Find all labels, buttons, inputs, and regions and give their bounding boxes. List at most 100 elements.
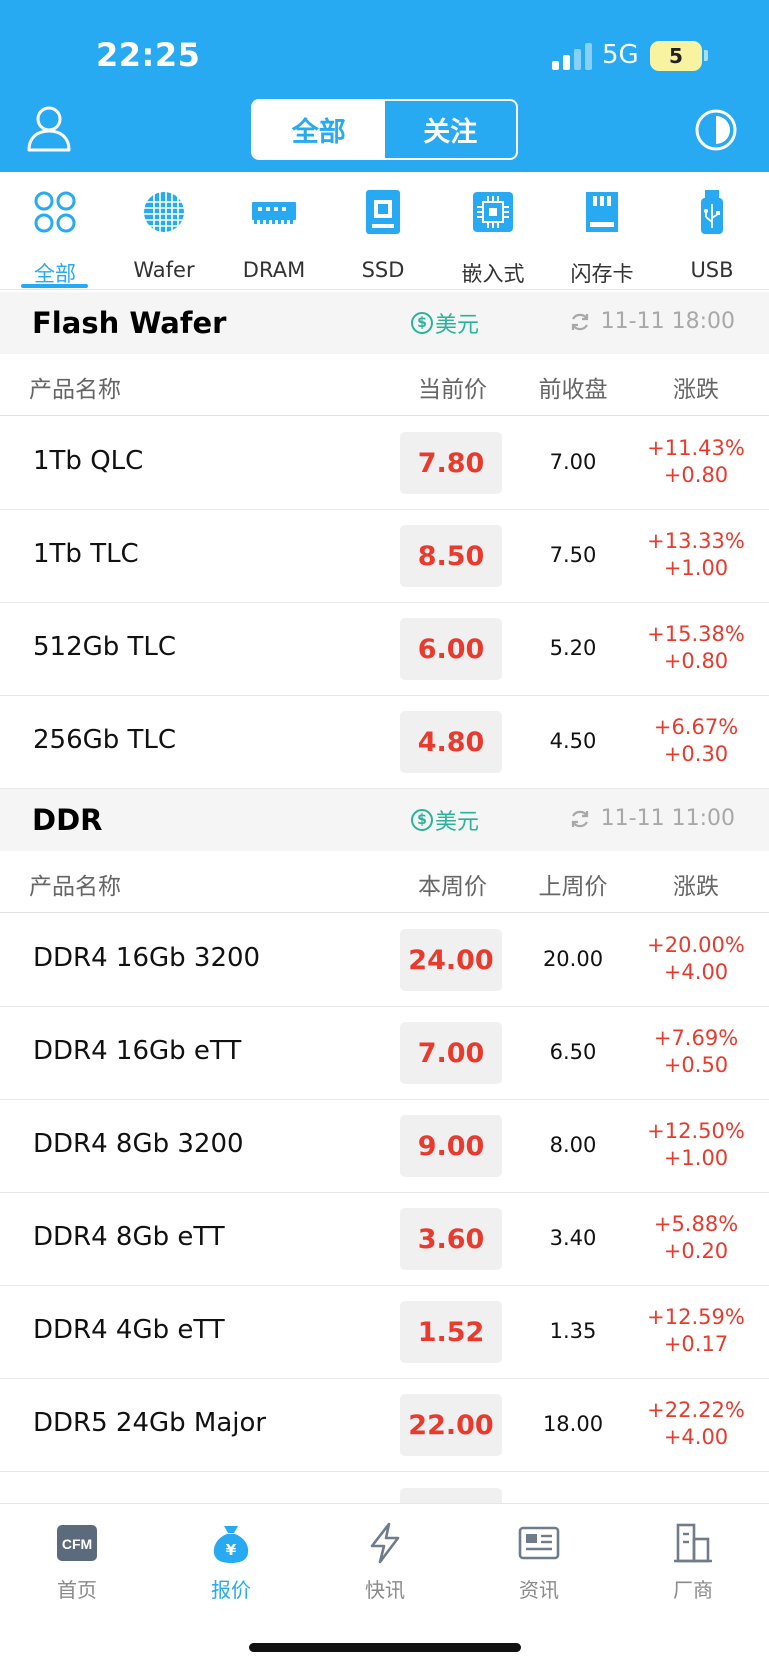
price-change: +12.50% +1.00 (638, 1118, 754, 1172)
update-time-text: 11-11 11:00 (600, 806, 735, 831)
column-header-change[interactable]: 涨跌 (673, 377, 719, 403)
change-percent: +5.88% (653, 1212, 739, 1236)
category-embedded[interactable]: 嵌入式 (443, 186, 543, 286)
category-ssd[interactable]: SSD (333, 186, 433, 284)
change-percent: +12.50% (647, 1119, 745, 1143)
currency-label: 美元 (435, 810, 480, 835)
change-percent: +15.38% (647, 622, 745, 646)
category-active-indicator (21, 284, 88, 288)
category-all[interactable]: 全部 (5, 186, 105, 286)
category-memory-card[interactable]: 闪存卡 (552, 186, 652, 286)
column-header-price[interactable]: 本周价 (418, 874, 487, 900)
cfm-logo-icon: CFM (57, 1525, 97, 1561)
table-row[interactable]: DDR4 4Gb eTT 1.52 1.35 +12.59% +0.17 (0, 1286, 769, 1379)
column-header-price[interactable]: 当前价 (418, 377, 487, 403)
category-wafer[interactable]: Wafer (114, 186, 214, 284)
update-time[interactable]: 11-11 18:00 (569, 309, 735, 334)
table-row[interactable]: DDR4 16Gb eTT 7.00 6.50 +7.69% +0.50 (0, 1007, 769, 1100)
category-tabs: 全部 Wafer DRAM SS (0, 172, 769, 290)
product-name: 1Tb QLC (33, 446, 144, 476)
tab-follow[interactable]: 关注 (423, 117, 478, 148)
nav-label: 厂商 (673, 1578, 713, 1602)
battery-icon: 5 (650, 41, 702, 71)
category-dram[interactable]: DRAM (224, 186, 324, 284)
tab-all[interactable]: 全部 (253, 101, 385, 158)
dram-icon (252, 202, 296, 224)
price-change: +22.22% +4.00 (638, 1397, 754, 1451)
current-price: 3.60 (400, 1208, 502, 1270)
nav-home[interactable]: CFM 首页 (27, 1522, 127, 1602)
svg-text:¥: ¥ (226, 1541, 237, 1559)
change-amount: +0.17 (663, 1332, 729, 1356)
change-percent: +22.22% (647, 1398, 745, 1422)
bottom-nav: CFM 首页 ¥ 报价 快讯 资讯 (0, 1503, 769, 1665)
header-segmented-control: 全部 关注 (251, 99, 518, 160)
newspaper-icon (518, 1526, 560, 1560)
column-header-change[interactable]: 涨跌 (673, 874, 719, 900)
product-name: DDR5 24Gb Major (33, 1408, 267, 1438)
update-time[interactable]: 11-11 11:00 (569, 806, 735, 831)
nav-vendors[interactable]: 厂商 (643, 1522, 743, 1602)
money-bag-icon: ¥ (213, 1526, 249, 1563)
table-row[interactable]: DDR4 8Gb eTT 3.60 3.40 +5.88% +0.20 (0, 1193, 769, 1286)
change-amount: +0.80 (663, 463, 729, 487)
table-row[interactable]: DDR4 8Gb 3200 9.00 8.00 +12.50% +1.00 (0, 1100, 769, 1193)
current-price: 9.00 (400, 1115, 502, 1177)
ssd-icon (366, 190, 400, 234)
currency-toggle[interactable]: $ 美元 (411, 308, 479, 338)
change-percent: +13.33% (647, 529, 745, 553)
home-indicator (249, 1643, 521, 1652)
previous-price: 8.00 (549, 1133, 597, 1157)
price-change: +5.88% +0.20 (638, 1211, 754, 1265)
dollar-icon: $ (411, 312, 433, 334)
currency-toggle[interactable]: $ 美元 (411, 805, 479, 835)
previous-price: 20.00 (542, 947, 604, 971)
category-label: Wafer (133, 258, 195, 282)
table-row[interactable]: 512Gb TLC 6.00 5.20 +15.38% +0.80 (0, 603, 769, 696)
previous-price: 4.50 (549, 729, 597, 753)
nav-label: 资讯 (519, 1578, 559, 1602)
previous-price: 6.50 (549, 1040, 597, 1064)
price-change: +15.38% +0.80 (638, 621, 754, 675)
battery-tip (704, 50, 708, 61)
nav-label: 快讯 (365, 1578, 405, 1602)
dollar-icon: $ (411, 809, 433, 831)
table-row[interactable]: 256Gb TLC 4.80 4.50 +6.67% +0.30 (0, 696, 769, 789)
category-usb[interactable]: USB (662, 186, 762, 284)
nav-flash-news[interactable]: 快讯 (335, 1522, 435, 1602)
price-change: +11.43% +0.80 (638, 435, 754, 489)
product-name: 512Gb TLC (33, 632, 177, 662)
nav-news[interactable]: 资讯 (489, 1522, 589, 1602)
current-price: 24.00 (400, 929, 502, 991)
change-amount: +4.00 (663, 1425, 729, 1449)
column-header-prev[interactable]: 上周价 (538, 874, 608, 900)
change-amount: +0.80 (663, 649, 729, 673)
currency-label: 美元 (435, 313, 480, 338)
price-change: +20.00% +4.00 (638, 932, 754, 986)
price-change: +7.69% +0.50 (638, 1025, 754, 1079)
current-price: 6.00 (400, 618, 502, 680)
signal-icon (552, 42, 594, 70)
change-amount: +0.50 (663, 1053, 729, 1077)
change-percent: +11.43% (647, 436, 745, 460)
previous-price: 7.50 (549, 543, 597, 567)
table-row[interactable]: DDR5 24Gb Major 22.00 18.00 +22.22% +4.00 (0, 1379, 769, 1472)
refresh-icon (571, 810, 588, 827)
table-row[interactable]: DDR4 16Gb 3200 24.00 20.00 +20.00% +4.00 (0, 914, 769, 1007)
category-label: USB (690, 258, 734, 282)
theme-toggle-icon[interactable] (694, 108, 738, 152)
column-header-prev[interactable]: 前收盘 (538, 377, 608, 403)
nav-quotes[interactable]: ¥ 报价 (181, 1522, 281, 1602)
previous-price: 18.00 (542, 1412, 604, 1436)
table-row[interactable]: 1Tb TLC 8.50 7.50 +13.33% +1.00 (0, 510, 769, 603)
svg-text:CFM: CFM (62, 1536, 92, 1552)
price-change: +13.33% +1.00 (638, 528, 754, 582)
grid-icon (34, 191, 76, 233)
refresh-icon (571, 313, 588, 330)
change-amount: +1.00 (663, 556, 729, 580)
change-amount: +0.30 (663, 742, 729, 766)
previous-price: 1.35 (549, 1319, 597, 1343)
user-icon[interactable] (26, 104, 72, 152)
network-type: 5G (602, 40, 639, 70)
table-row[interactable]: 1Tb QLC 7.80 7.00 +11.43% +0.80 (0, 417, 769, 510)
